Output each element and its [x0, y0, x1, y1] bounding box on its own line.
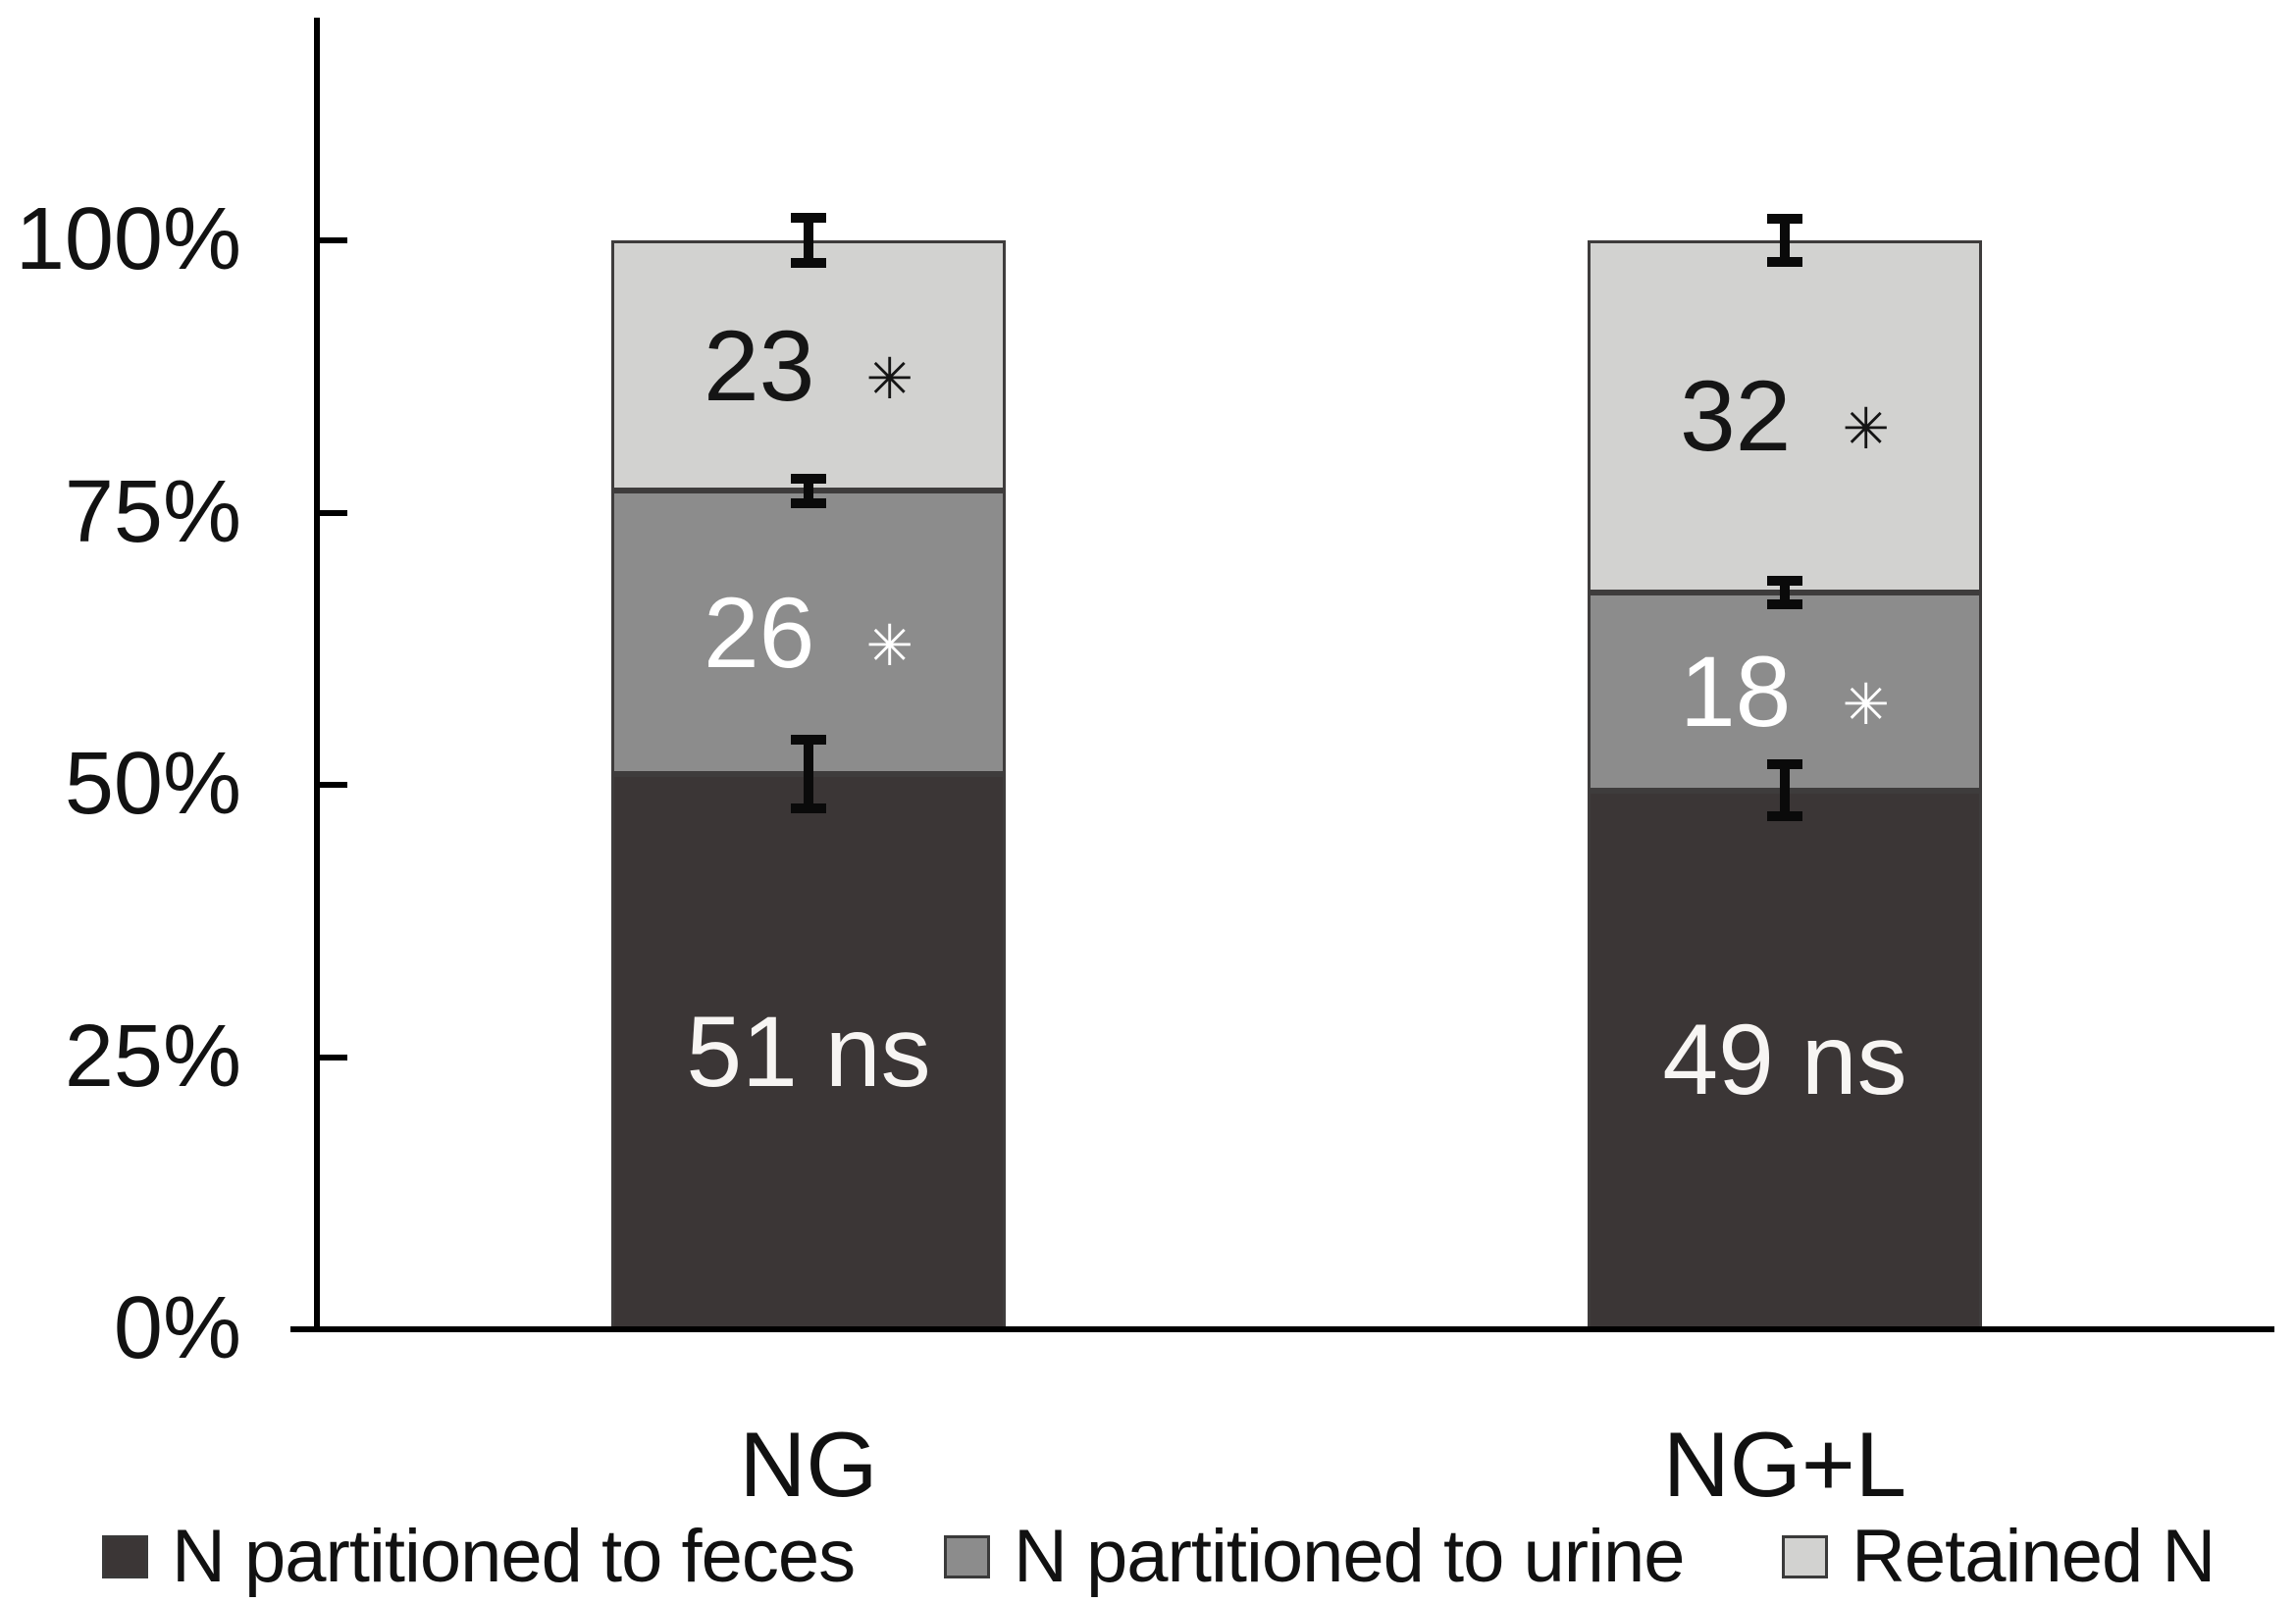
error-bar-cap-top: [1767, 214, 1802, 225]
ns-annotation: ns: [824, 995, 931, 1108]
bar-segment-n-partitioned-to-feces-ng: 51 ns: [611, 773, 1006, 1329]
segment-value: 18: [1679, 635, 1792, 748]
significance-asterisk-icon: ✳: [865, 344, 914, 412]
error-bar-cap-top: [1767, 759, 1802, 770]
error-bar-stem: [804, 216, 813, 265]
error-bar-cap-bottom: [791, 802, 826, 813]
segment-value-label: 32 ✳: [1680, 366, 1890, 466]
legend-swatch-icon: [102, 1535, 148, 1578]
legend-item-n-partitioned-to-feces: N partitioned to feces: [102, 1515, 856, 1598]
significance-asterisk-icon: ✳: [1842, 395, 1891, 463]
segment-value-label: 23 ✳: [704, 316, 913, 416]
error-bar-stem: [1780, 217, 1790, 264]
error-bar-stem: [1780, 578, 1790, 606]
error-bar-cap-top: [791, 473, 826, 484]
bar-segment-n-partitioned-to-urine-ng+l: 18 ✳: [1588, 592, 1982, 791]
error-bar: [791, 213, 826, 268]
error-bar-cap-bottom: [1767, 598, 1802, 609]
legend-label: Retained N: [1852, 1515, 2216, 1598]
bar-segment-n-partitioned-to-feces-ng+l: 49 ns: [1588, 790, 1982, 1329]
error-bar-cap-bottom: [1767, 810, 1802, 821]
significance-asterisk-icon: ✳: [865, 611, 914, 679]
error-bar-stem: [804, 737, 813, 810]
error-bar-cap-top: [791, 213, 826, 224]
category-label-ng: NG: [739, 1413, 878, 1516]
segment-value: 26: [703, 576, 815, 689]
y-axis-tick: [320, 509, 347, 516]
segment-value-label: 18 ✳: [1680, 642, 1890, 742]
significance-asterisk-icon: ✳: [1842, 670, 1891, 738]
y-axis-tick-label: 25%: [64, 1007, 241, 1106]
category-label-ng+l: NG+L: [1662, 1413, 1907, 1516]
error-bar-cap-top: [791, 734, 826, 745]
legend-item-n-partitioned-to-urine: N partitioned to urine: [944, 1515, 1686, 1598]
legend-item-retained-n: Retained N: [1782, 1515, 2216, 1598]
y-axis-tick: [320, 1054, 347, 1060]
error-bar-cap-bottom: [791, 498, 826, 509]
segment-value: 49: [1662, 1004, 1774, 1116]
error-bar: [1767, 575, 1802, 609]
segment-value-label: 26 ✳: [704, 583, 913, 683]
legend-label: N partitioned to feces: [172, 1515, 856, 1598]
x-axis-line: [290, 1326, 2274, 1332]
y-axis-tick: [320, 237, 347, 243]
y-axis-line: [314, 18, 320, 1332]
bar-segment-n-partitioned-to-urine-ng: 26 ✳: [611, 491, 1006, 774]
error-bar: [1767, 759, 1802, 821]
legend-swatch-icon: [944, 1535, 990, 1578]
error-bar-cap-bottom: [791, 257, 826, 268]
y-axis-tick: [320, 782, 347, 788]
error-bar-cap-top: [1767, 575, 1802, 586]
y-axis-tick-label: 0%: [113, 1279, 241, 1377]
error-bar: [791, 473, 826, 509]
error-bar-cap-bottom: [1767, 256, 1802, 267]
error-bar: [1767, 214, 1802, 267]
segment-value-label: 49 ns: [1662, 1009, 1906, 1110]
segment-value: 23: [703, 309, 815, 422]
error-bar-stem: [804, 476, 813, 506]
segment-value: 32: [1679, 360, 1792, 473]
error-bar-stem: [1780, 762, 1790, 818]
segment-value-label: 51 ns: [686, 1002, 930, 1102]
y-axis-tick-label: 100%: [15, 190, 241, 288]
segment-value: 51: [686, 995, 798, 1108]
ns-annotation: ns: [1800, 1004, 1907, 1116]
bar-segment-retained-n-ng+l: 32 ✳: [1588, 240, 1982, 593]
y-axis-tick-label: 50%: [64, 735, 241, 833]
y-axis-tick-label: 75%: [64, 462, 241, 561]
legend-label: N partitioned to urine: [1014, 1515, 1686, 1598]
error-bar: [791, 734, 826, 813]
bar-segment-retained-n-ng: 23 ✳: [611, 240, 1006, 491]
legend-swatch-icon: [1782, 1535, 1828, 1578]
